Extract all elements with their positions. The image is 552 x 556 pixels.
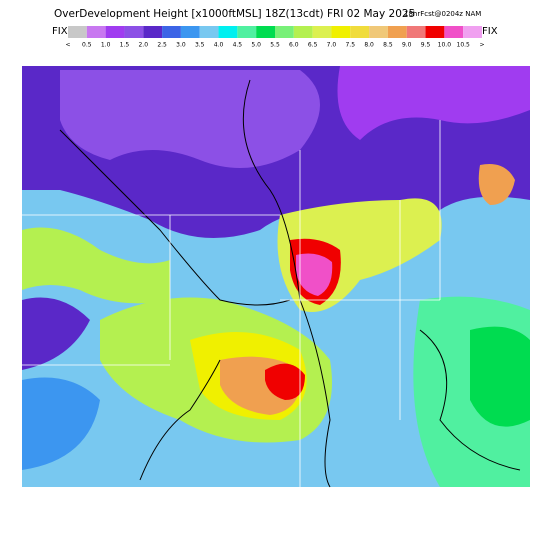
legend-label: 3.0 bbox=[176, 42, 186, 49]
legend-label: > bbox=[479, 42, 484, 49]
swatch bbox=[331, 26, 351, 38]
swatch bbox=[425, 26, 445, 38]
legend-label: 1.0 bbox=[101, 42, 111, 49]
swatch bbox=[406, 26, 426, 38]
legend-label: 2.5 bbox=[157, 42, 167, 49]
field-blob bbox=[470, 326, 530, 427]
field-blob bbox=[265, 363, 305, 400]
legend-label: 9.5 bbox=[421, 42, 431, 49]
field-blob bbox=[60, 70, 320, 168]
swatch bbox=[350, 26, 370, 38]
legend-label: 8.5 bbox=[383, 42, 393, 49]
legend-label: 10.0 bbox=[438, 42, 452, 49]
state-lines bbox=[22, 120, 441, 487]
field-blob bbox=[22, 297, 90, 370]
swatch bbox=[218, 26, 238, 38]
legend-label: 1.5 bbox=[120, 42, 130, 49]
field-blob bbox=[478, 164, 515, 205]
title: OverDevelopment Height [x1000ftMSL] 18Z(… bbox=[54, 8, 415, 20]
swatch bbox=[463, 26, 482, 38]
legend-label: 8.0 bbox=[364, 42, 374, 49]
swatch bbox=[180, 26, 200, 38]
field-blob bbox=[337, 66, 530, 140]
map bbox=[22, 66, 530, 488]
field-blob bbox=[22, 377, 100, 470]
fix-left: FIX bbox=[52, 26, 68, 37]
swatch bbox=[199, 26, 219, 38]
swatch bbox=[369, 26, 388, 38]
swatch bbox=[124, 26, 144, 38]
legend-label: 9.0 bbox=[402, 42, 412, 49]
subtitle: 18hrFcst@0204z NAM bbox=[404, 10, 481, 18]
legend-label: < bbox=[65, 42, 70, 49]
legend-label: 4.0 bbox=[214, 42, 224, 49]
swatch bbox=[275, 26, 294, 38]
swatch bbox=[162, 26, 181, 38]
legend-label: 10.5 bbox=[457, 42, 471, 49]
legend-label: 6.5 bbox=[308, 42, 318, 49]
swatch bbox=[237, 26, 257, 38]
legend-label: 7.5 bbox=[345, 42, 355, 49]
swatch bbox=[312, 26, 332, 38]
swatch bbox=[256, 26, 275, 38]
legend-label: 3.5 bbox=[195, 42, 205, 49]
field-blob bbox=[22, 227, 170, 304]
colorbar: <0.5 1.0 1.5 2.0 2.5 3.0 3.5 4.0 4.5 5.0 5.5 6.0 6.5… bbox=[65, 26, 485, 49]
legend-label: 5.0 bbox=[251, 42, 261, 49]
swatch bbox=[293, 26, 313, 38]
legend-label: 4.5 bbox=[233, 42, 243, 49]
legend-label: 7.0 bbox=[327, 42, 337, 49]
swatch bbox=[86, 26, 106, 38]
swatch bbox=[143, 26, 163, 38]
swatch bbox=[68, 26, 87, 38]
legend-label: 2.0 bbox=[138, 42, 148, 49]
swatch bbox=[444, 26, 464, 38]
legend-label: 0.5 bbox=[82, 42, 92, 49]
swatch bbox=[105, 26, 125, 38]
fix-right: FIX bbox=[482, 26, 498, 37]
legend-label: 5.5 bbox=[270, 42, 280, 49]
field-blob bbox=[296, 253, 333, 296]
legend-label: 6.0 bbox=[289, 42, 299, 49]
swatch bbox=[387, 26, 407, 38]
